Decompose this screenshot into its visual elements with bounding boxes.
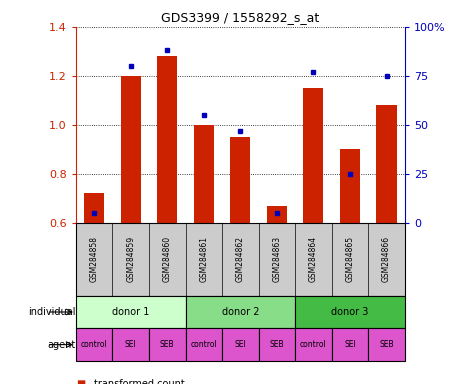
Text: GSM284861: GSM284861 bbox=[199, 236, 208, 282]
Text: SEI: SEI bbox=[234, 340, 246, 349]
Bar bbox=[258, 328, 295, 361]
Text: GSM284859: GSM284859 bbox=[126, 236, 135, 282]
Text: individual: individual bbox=[28, 307, 76, 317]
Text: SEB: SEB bbox=[160, 340, 174, 349]
Bar bbox=[193, 125, 213, 223]
Text: SEI: SEI bbox=[124, 340, 136, 349]
Text: transformed count: transformed count bbox=[94, 379, 185, 384]
Bar bbox=[331, 328, 368, 361]
Bar bbox=[375, 105, 396, 223]
Bar bbox=[230, 137, 250, 223]
Text: agent: agent bbox=[48, 339, 76, 350]
Bar bbox=[76, 296, 185, 328]
Text: ■: ■ bbox=[76, 379, 85, 384]
Text: SEB: SEB bbox=[269, 340, 284, 349]
Text: donor 2: donor 2 bbox=[221, 307, 258, 317]
Bar bbox=[76, 328, 112, 361]
Bar bbox=[266, 205, 286, 223]
Bar bbox=[303, 88, 323, 223]
Bar bbox=[185, 328, 222, 361]
Bar bbox=[157, 56, 177, 223]
Title: GDS3399 / 1558292_s_at: GDS3399 / 1558292_s_at bbox=[161, 11, 319, 24]
Text: SEI: SEI bbox=[343, 340, 355, 349]
Bar bbox=[112, 328, 149, 361]
Bar bbox=[339, 149, 359, 223]
Text: GSM284862: GSM284862 bbox=[235, 236, 244, 282]
Bar bbox=[185, 296, 295, 328]
Bar bbox=[149, 328, 185, 361]
Text: control: control bbox=[190, 340, 217, 349]
Text: GSM284865: GSM284865 bbox=[345, 236, 354, 282]
Text: control: control bbox=[81, 340, 107, 349]
Text: donor 1: donor 1 bbox=[112, 307, 149, 317]
Text: GSM284860: GSM284860 bbox=[162, 236, 171, 282]
Bar bbox=[295, 296, 404, 328]
Bar bbox=[295, 328, 331, 361]
Bar bbox=[222, 328, 258, 361]
Text: GSM284864: GSM284864 bbox=[308, 236, 317, 282]
Text: control: control bbox=[299, 340, 326, 349]
Text: SEB: SEB bbox=[378, 340, 393, 349]
Bar bbox=[84, 194, 104, 223]
Bar bbox=[368, 328, 404, 361]
Text: GSM284866: GSM284866 bbox=[381, 236, 390, 282]
Text: GSM284858: GSM284858 bbox=[90, 236, 99, 282]
Bar bbox=[120, 76, 140, 223]
Text: GSM284863: GSM284863 bbox=[272, 236, 281, 282]
Text: donor 3: donor 3 bbox=[330, 307, 368, 317]
